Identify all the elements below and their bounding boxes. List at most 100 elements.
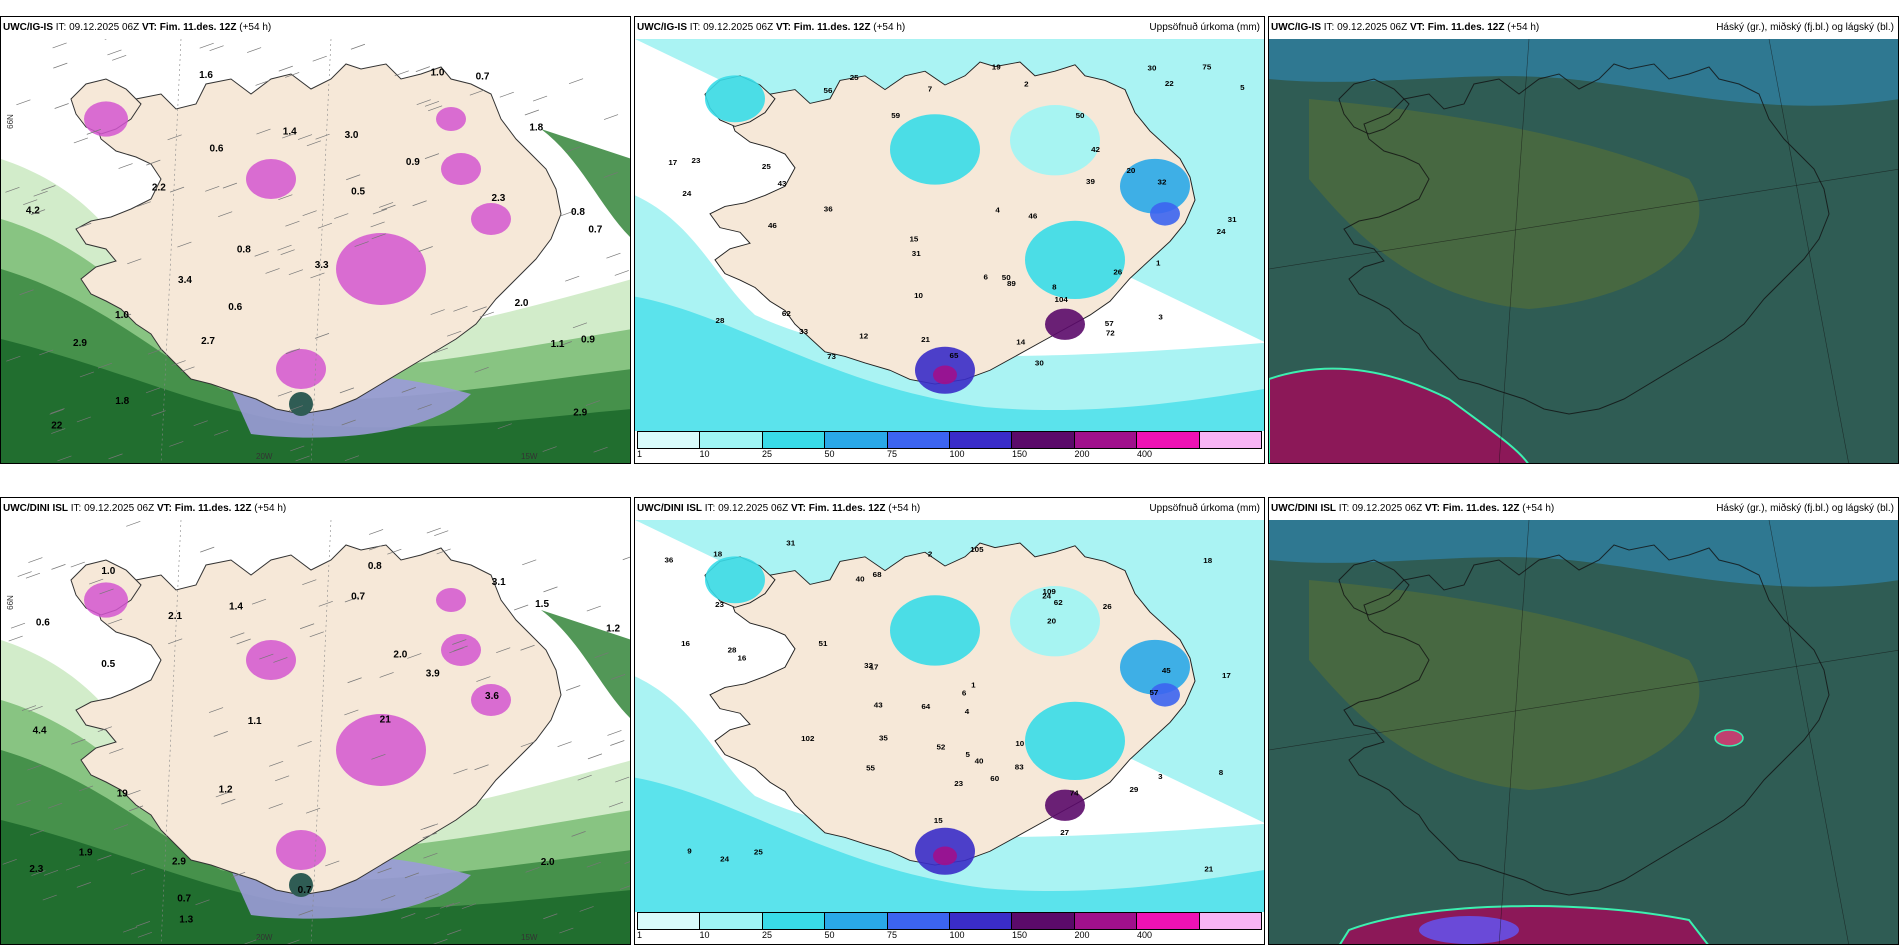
- precip-value-label: 20: [1126, 166, 1135, 175]
- precip-value-label: 16: [737, 654, 746, 663]
- wind-barb: [118, 163, 133, 169]
- wind-label: 3.9: [426, 669, 440, 680]
- wind-label: 4.2: [26, 206, 40, 217]
- wind-barb: [453, 768, 468, 775]
- legend-tick-label: 400: [1137, 449, 1153, 459]
- low-cloud: [1269, 367, 1529, 463]
- valid-time-label: VT:: [156, 503, 172, 514]
- wind-barb: [195, 899, 210, 906]
- precip-value-label: 46: [1028, 212, 1037, 221]
- wind-barb: [41, 185, 56, 191]
- wind-barb: [297, 741, 312, 747]
- wind-barb: [21, 705, 37, 711]
- storm-center: [289, 392, 313, 416]
- precip-value-label: 17: [1222, 671, 1231, 680]
- legend-tick-label: 200: [1074, 930, 1090, 940]
- precip-value-label: 27: [1060, 828, 1069, 837]
- iceland-land: [75, 63, 562, 415]
- wind-barb: [593, 446, 608, 453]
- wind-barb: [302, 579, 317, 585]
- valid-time-label: VT:: [790, 503, 806, 514]
- precip-value-label: 65: [950, 351, 960, 360]
- wind-barb: [136, 201, 151, 207]
- precip-value-label: 5: [965, 750, 970, 759]
- wind-barb: [65, 864, 81, 871]
- wind-barb: [222, 182, 238, 189]
- wind-barb: [86, 129, 101, 135]
- precip-value-label: 14: [1016, 338, 1026, 347]
- wind-barb: [615, 776, 630, 783]
- precip-value-label: 46: [768, 222, 777, 231]
- grid-line: [1768, 39, 1849, 463]
- wind-barb: [126, 520, 141, 527]
- wind-barb: [247, 47, 262, 53]
- wind-barb: [619, 885, 630, 890]
- precip-value-label: 83: [1015, 763, 1024, 772]
- wind-barb: [449, 647, 464, 654]
- wind-label: 2.0: [515, 298, 529, 309]
- mid-cloud: [1309, 580, 1700, 790]
- wind-barb: [57, 455, 72, 462]
- wind-label: 3.0: [345, 130, 359, 141]
- wind-barb: [277, 244, 292, 251]
- wind-barb: [52, 42, 67, 49]
- wind-barb: [268, 803, 283, 809]
- precip-blob: [890, 114, 980, 185]
- legend-color-swatch: [950, 913, 1013, 929]
- wind-barb: [273, 657, 288, 663]
- precip-value-label: 40: [856, 575, 865, 584]
- wind-label: 0.6: [36, 617, 50, 628]
- wind-barb: [97, 726, 112, 733]
- valid-time: Fim. 11.des. 12Z: [174, 503, 252, 514]
- precip-value-label: 102: [801, 735, 814, 744]
- panel-dini-cloud: UWC/DINI ISL IT: 09.12.2025 06Z VT: Fim.…: [1268, 497, 1899, 945]
- precip-value-label: 30: [1148, 64, 1157, 73]
- legend-tick-label: 75: [887, 449, 898, 459]
- precip-value-label: 62: [1054, 598, 1063, 607]
- wind-label: 3.6: [485, 691, 499, 702]
- model-name: UWC/DINI ISL: [3, 503, 68, 514]
- wind-barb: [205, 185, 220, 192]
- precip-blob: [1025, 701, 1125, 780]
- precip-value-label: 105: [970, 546, 984, 555]
- wind-label: 1.4: [229, 602, 243, 613]
- precip-blob: [705, 75, 765, 123]
- wind-barb: [29, 829, 45, 836]
- wind-label: 1.4: [283, 126, 297, 137]
- wind-barb: [130, 868, 146, 875]
- wind-barb: [377, 867, 392, 874]
- wind-barb: [370, 221, 385, 228]
- wind-label: 1.0: [430, 67, 444, 78]
- precip-legend: 1 10 25 50 75 100 150 200 400: [637, 912, 1262, 942]
- wind-label: 21: [380, 715, 392, 726]
- wind-barb: [16, 99, 31, 106]
- precip-value-label: 26: [1113, 268, 1122, 277]
- valid-time-label: VT:: [141, 22, 157, 33]
- wind-barb: [306, 807, 321, 814]
- wind-label: 2.0: [541, 857, 555, 868]
- precip-value-label: 22: [1165, 79, 1174, 88]
- wind-barb: [344, 596, 360, 603]
- precip-value-label: 26: [1103, 602, 1112, 611]
- wind-barb: [586, 861, 601, 868]
- panel-header: UWC/IG-IS IT: 09.12.2025 06Z VT: Fim. 11…: [1269, 17, 1898, 39]
- wind-barb: [447, 330, 462, 337]
- wind-label: 0.7: [351, 592, 365, 603]
- wind-barb: [453, 645, 468, 652]
- wind-barb: [28, 705, 43, 712]
- wind-label: 0.8: [571, 207, 585, 218]
- legend-color-swatch: [1199, 913, 1262, 929]
- wind-label: 0.9: [406, 157, 420, 168]
- iceland-land: [75, 544, 562, 896]
- wind-label: 1.0: [101, 566, 115, 577]
- wind-barb: [412, 200, 427, 207]
- precip-value-label: 12: [859, 332, 868, 341]
- precip-value-label: 25: [754, 848, 764, 857]
- wind-barb: [50, 408, 65, 414]
- precip-blob: [276, 830, 326, 870]
- precip-value-label: 24: [682, 189, 692, 198]
- wind-barb: [428, 105, 443, 112]
- legend-color-swatch: [700, 913, 763, 929]
- wind-barb: [254, 250, 269, 257]
- wind-barb: [447, 929, 462, 936]
